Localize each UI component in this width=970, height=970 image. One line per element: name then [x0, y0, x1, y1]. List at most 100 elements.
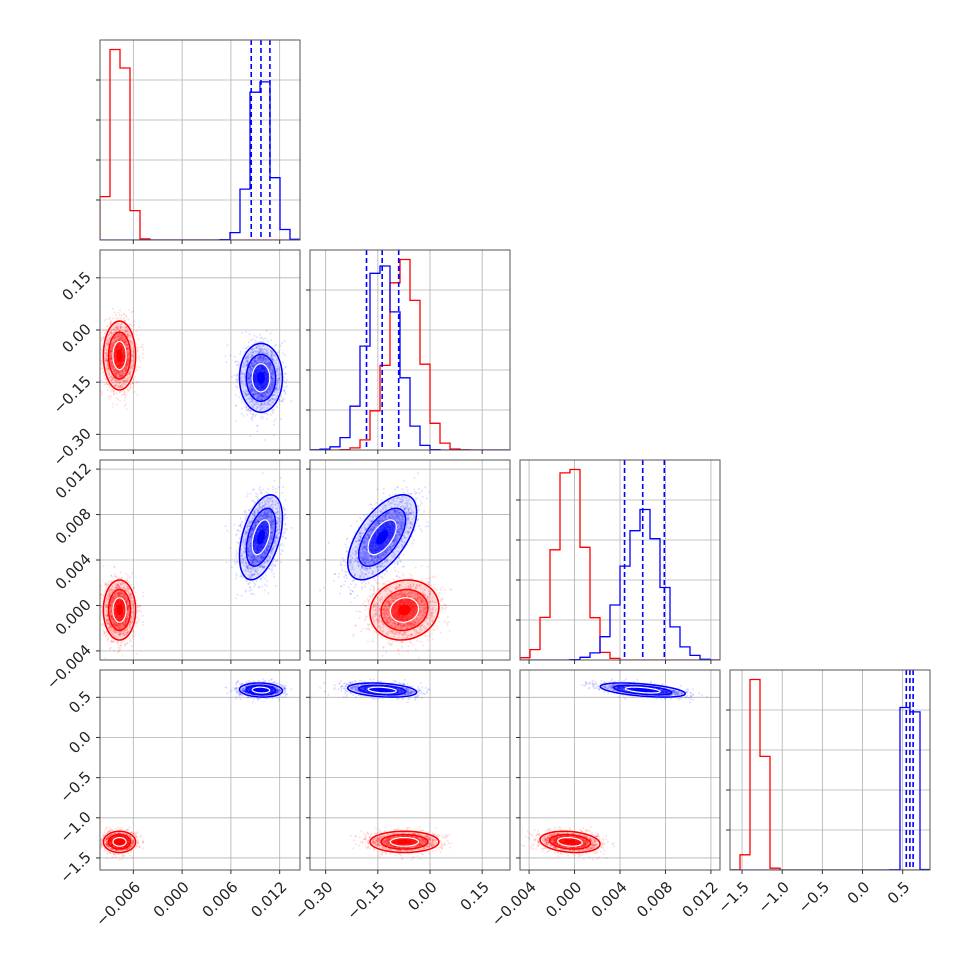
scatter-point-series-1	[253, 357, 256, 360]
scatter-point-series-0	[112, 343, 115, 345]
scatter-point-series-1	[264, 356, 267, 359]
scatter-point-series-1	[248, 377, 251, 380]
scatter-point-series-0	[112, 391, 115, 393]
scatter-point-series-0	[116, 338, 119, 340]
scatter-point-series-0	[110, 390, 113, 393]
scatter-point-series-0	[105, 342, 108, 345]
scatter-point-series-0	[100, 348, 103, 351]
scatter-point-series-1	[262, 361, 265, 363]
scatter-point-series-0	[125, 379, 128, 382]
scatter-point-series-1	[277, 378, 280, 381]
scatter-point-series-0	[117, 317, 120, 319]
scatter-point-series-1	[269, 388, 271, 391]
scatter-point-series-1	[273, 399, 276, 402]
scatter-point-series-1	[262, 357, 265, 359]
scatter-point-series-1	[276, 367, 279, 369]
scatter-point-series-0	[114, 372, 117, 375]
scatter-point-series-1	[248, 387, 251, 390]
scatter-point-series-1	[241, 383, 244, 386]
scatter-point-series-1	[281, 342, 284, 344]
scatter-point-series-1	[272, 371, 275, 374]
scatter-point-series-1	[254, 360, 256, 363]
scatter-point-series-1	[263, 397, 266, 400]
scatter-point-series-1	[250, 367, 253, 370]
scatter-point-series-0	[110, 364, 113, 367]
scatter-point-series-1	[252, 413, 254, 416]
scatter-point-series-0	[100, 336, 103, 339]
scatter-point-series-1	[271, 386, 274, 389]
scatter-point-series-1	[271, 351, 274, 354]
scatter-point-series-1	[270, 376, 273, 379]
scatter-point-series-0	[110, 350, 113, 352]
scatter-point-series-1	[271, 374, 274, 377]
scatter-point-series-0	[120, 376, 122, 379]
scatter-point-series-0	[126, 344, 129, 347]
scatter-point-series-1	[249, 375, 252, 378]
scatter-point-series-1	[245, 364, 248, 367]
scatter-point-series-1	[256, 430, 259, 433]
scatter-point-series-1	[272, 383, 275, 386]
scatter-point-series-0	[124, 338, 127, 341]
scatter-point-series-0	[132, 354, 135, 357]
scatter-point-series-0	[110, 331, 113, 334]
scatter-point-series-0	[130, 645, 133, 648]
scatter-point-series-1	[244, 408, 247, 411]
scatter-point-series-1	[277, 380, 280, 383]
scatter-point-series-0	[125, 330, 127, 333]
scatter-point-series-0	[105, 359, 108, 362]
scatter-point-series-0	[105, 355, 108, 358]
scatter-point-series-1	[267, 365, 270, 368]
scatter-point-series-1	[246, 355, 249, 357]
scatter-point-series-0	[129, 366, 132, 369]
scatter-point-series-1	[240, 369, 243, 372]
scatter-point-series-0	[116, 371, 119, 374]
scatter-point-series-0	[111, 379, 114, 382]
scatter-point-series-0	[119, 333, 122, 336]
scatter-point-series-0	[109, 332, 112, 335]
scatter-point-series-1	[276, 389, 279, 391]
scatter-point-series-0	[120, 369, 123, 372]
scatter-point-series-0	[125, 348, 128, 350]
scatter-point-series-1	[273, 354, 276, 357]
scatter-point-series-1	[274, 387, 277, 390]
scatter-point-series-1	[257, 395, 260, 398]
scatter-point-series-1	[264, 393, 267, 396]
scatter-point-series-1	[253, 359, 256, 362]
scatter-point-series-0	[113, 337, 116, 340]
scatter-point-series-1	[267, 363, 270, 366]
scatter-point-series-0	[131, 365, 134, 368]
scatter-point-series-0	[111, 361, 114, 364]
scatter-point-series-0	[120, 323, 122, 326]
scatter-point-series-0	[123, 330, 126, 332]
scatter-point-series-0	[120, 373, 123, 376]
scatter-point-series-0	[110, 347, 113, 350]
histogram-series-0	[100, 48, 300, 240]
scatter-point-series-0	[120, 374, 123, 377]
scatter-point-series-0	[113, 331, 115, 334]
scatter-point-series-0	[112, 307, 114, 310]
scatter-point-series-1	[248, 409, 251, 412]
scatter-point-series-0	[119, 384, 122, 387]
scatter-point-series-0	[119, 386, 122, 389]
scatter-point-series-0	[117, 323, 120, 325]
scatter-point-series-1	[256, 336, 258, 339]
scatter-point-series-0	[128, 359, 130, 362]
scatter-point-series-0	[112, 381, 115, 384]
scatter-point-series-0	[125, 380, 128, 383]
scatter-point-series-1	[249, 370, 252, 373]
scatter-point-series-1	[276, 378, 279, 381]
scatter-point-series-0	[111, 345, 114, 348]
scatter-point-series-1	[267, 403, 270, 406]
scatter-point-series-0	[113, 328, 116, 331]
scatter-point-series-0	[122, 380, 125, 383]
scatter-point-series-0	[117, 646, 120, 649]
scatter-point-series-1	[257, 397, 260, 400]
scatter-point-series-0	[135, 368, 138, 371]
scatter-point-series-0	[109, 345, 112, 348]
scatter-point-series-0	[121, 340, 124, 343]
scatter-point-series-1	[235, 405, 238, 407]
scatter-point-series-0	[118, 371, 121, 374]
scatter-point-series-0	[120, 338, 123, 341]
scatter-point-series-0	[124, 381, 127, 384]
scatter-point-series-1	[261, 394, 264, 397]
